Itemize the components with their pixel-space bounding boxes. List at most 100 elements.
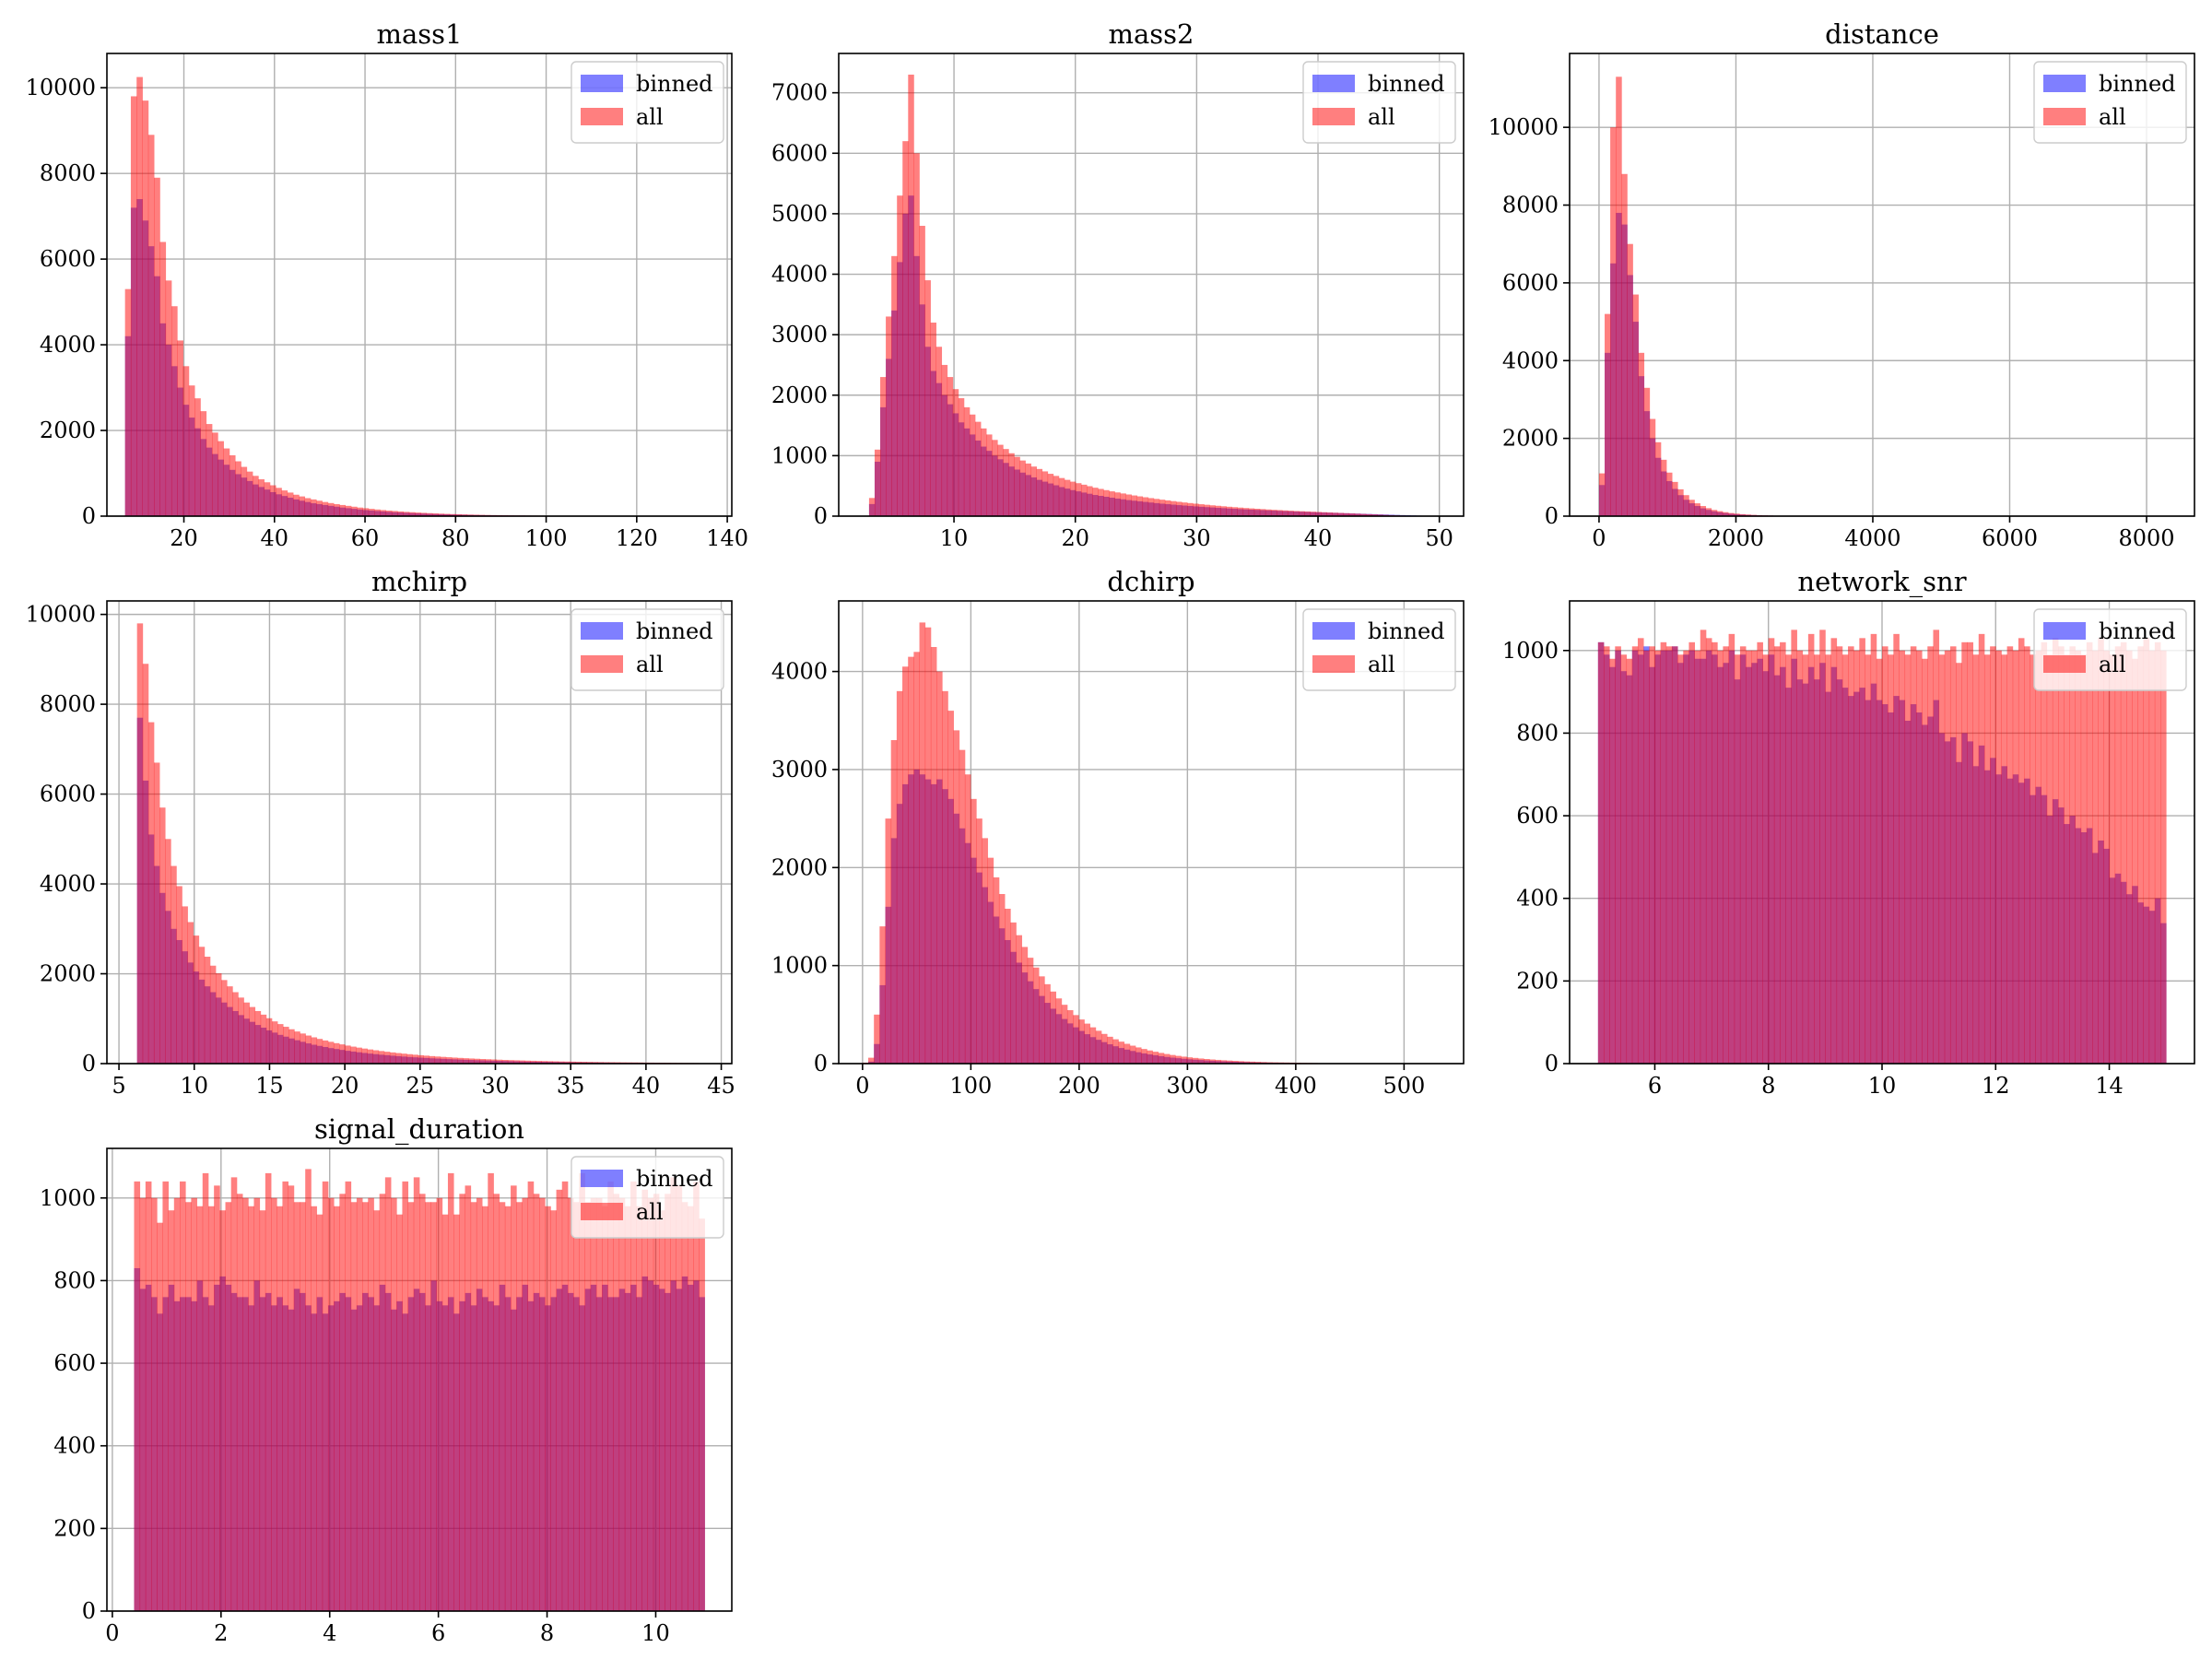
bar-all [426, 512, 433, 516]
bar-all [558, 1061, 565, 1064]
bar-all [1220, 506, 1227, 516]
bar-all [374, 509, 381, 516]
bar-all [1175, 1055, 1182, 1064]
bar-all [177, 340, 183, 516]
legend-label-binned: binned [1368, 618, 1445, 644]
bar-all [1615, 646, 1621, 1064]
bar-all [253, 476, 259, 516]
bar-all [997, 444, 1004, 516]
bar-all [1603, 646, 1610, 1064]
bar-all [182, 906, 188, 1064]
y-tick-label: 1000 [771, 442, 828, 468]
bar-all [958, 398, 965, 516]
bar-all [581, 1062, 587, 1064]
bar-all [886, 316, 892, 516]
bar-all [1198, 504, 1205, 516]
bar-all [311, 1037, 318, 1064]
legend-swatch-all [1312, 108, 1355, 125]
bar-all [687, 1206, 694, 1611]
x-tick-label: 6 [1648, 1073, 1662, 1099]
bar-all [982, 838, 988, 1064]
bar-all [1299, 511, 1305, 516]
bar-all [874, 449, 881, 516]
bar-all [986, 434, 993, 516]
bar-all [1204, 504, 1210, 516]
bar-all [434, 1056, 441, 1064]
bar-all [283, 1027, 289, 1064]
legend-swatch-all [1312, 655, 1355, 673]
bar-all [1807, 633, 1815, 1064]
bar-all [1359, 513, 1367, 516]
bar-all [461, 514, 468, 516]
bar-all [1293, 511, 1300, 516]
y-tick-label: 4000 [1502, 347, 1559, 373]
axes-frame [1569, 53, 2195, 517]
bar-all [1876, 658, 1883, 1064]
y-tick-label: 6000 [40, 246, 96, 272]
bar-all [1717, 650, 1724, 1064]
bar-all [868, 1057, 875, 1064]
bar-all [1066, 1010, 1074, 1064]
bar-all [1865, 654, 1872, 1064]
bar-all [896, 690, 903, 1064]
bar-all [1944, 650, 1951, 1064]
legend: binned all [571, 1156, 724, 1239]
bar-all [2080, 654, 2088, 1064]
bar-all [1159, 500, 1166, 516]
x-tick-label: 100 [949, 1073, 992, 1099]
y-tick-label: 10000 [1488, 114, 1559, 140]
bar-all [880, 377, 887, 516]
bar-all [258, 479, 265, 516]
bar-all [1739, 513, 1746, 516]
bar-all [1711, 510, 1718, 516]
bar-all [1637, 638, 1644, 1064]
bar-all [1791, 629, 1797, 1064]
chart-title: mass2 [1108, 18, 1194, 50]
bar-all [924, 627, 932, 1064]
legend-label-binned: binned [2099, 71, 2176, 97]
bar-all [890, 740, 898, 1064]
bar-all [136, 76, 143, 516]
bar-all [202, 1172, 209, 1611]
x-tick-label: 10 [1868, 1073, 1897, 1099]
bar-all [242, 1197, 249, 1611]
bar-all [1005, 908, 1011, 1064]
x-tick-label: 100 [525, 525, 568, 551]
bar-all [1848, 646, 1854, 1064]
x-tick-label: 0 [105, 1620, 119, 1646]
bar-all [1050, 991, 1056, 1064]
x-tick-label: 60 [351, 525, 380, 551]
bar-all [2006, 646, 2014, 1064]
y-tick-label: 600 [1516, 803, 1559, 829]
bar-all [1922, 658, 1928, 1064]
x-tick-label: 400 [1275, 1073, 1317, 1099]
bar-all [953, 730, 960, 1064]
bar-all [1728, 633, 1735, 1064]
bar-all [1073, 1015, 1079, 1064]
bar-all [124, 288, 132, 516]
bar-all [1762, 654, 1770, 1064]
bar-all [1078, 1019, 1085, 1064]
x-tick-label: 20 [331, 1073, 359, 1099]
bar-all [159, 807, 166, 1064]
x-tick-label: 0 [1592, 525, 1606, 551]
bar-all [408, 512, 416, 516]
y-tick-label: 6000 [40, 782, 96, 807]
bar-all [602, 1206, 608, 1611]
bar-all [383, 1052, 391, 1064]
bar-all [908, 656, 914, 1064]
bar-all [1745, 514, 1751, 516]
bar-all [436, 1197, 443, 1611]
x-tick-label: 0 [855, 1073, 869, 1099]
bar-all [1118, 1041, 1125, 1064]
bar-all [1683, 495, 1689, 516]
y-tick-label: 5000 [771, 201, 828, 227]
bar-all [1927, 646, 1934, 1064]
x-tick-label: 45 [707, 1073, 735, 1099]
bar-all [1654, 441, 1662, 516]
bar-all [287, 492, 294, 516]
bar-all [527, 1181, 535, 1611]
bar-all [1152, 1052, 1159, 1064]
bar-all [447, 1172, 454, 1611]
